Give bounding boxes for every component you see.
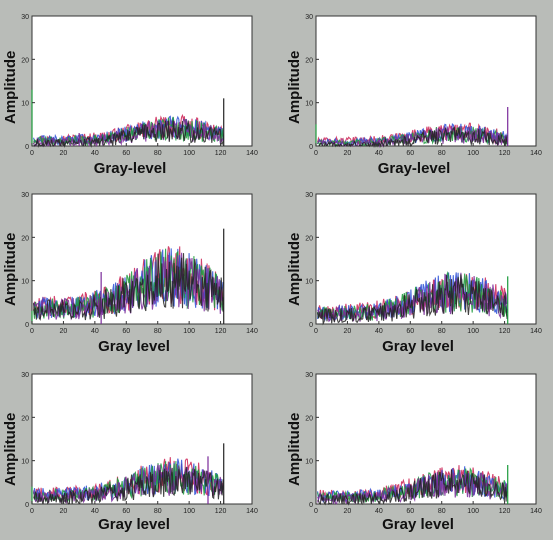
chart-svg: 0 20 40 60 80 100 120 140 0 10 20 30 [21,14,258,157]
histogram-panel-6: Amplitude Gray level 0 20 40 60 80 100 120 140 0… [284,362,550,534]
y-tick-label: 30 [305,14,313,21]
x-axis-label: Gray level [98,338,170,355]
plot-area [315,15,537,147]
y-tick-label: 10 [21,101,29,108]
y-tick-label: 30 [305,372,313,379]
y-tick-label: 0 [25,322,29,329]
y-tick-label: 20 [21,415,29,422]
x-tick-label: 100 [467,508,479,515]
x-tick-label: 0 [314,328,318,335]
chart-svg: 0 20 40 60 80 100 120 140 0 10 20 30 [305,372,542,515]
x-tick-label: 40 [91,508,99,515]
x-tick-label: 80 [154,150,162,157]
y-tick-label: 10 [21,279,29,286]
x-tick-label: 60 [122,508,130,515]
x-tick-label: 140 [246,150,258,157]
x-axis-label: Gray-level [377,160,451,177]
x-tick-label: 100 [467,328,479,335]
x-tick-label: 40 [91,150,99,157]
x-tick-label: 140 [246,508,258,515]
y-tick-label: 10 [305,101,313,108]
x-tick-label: 100 [467,150,479,157]
y-tick-label: 30 [305,192,313,199]
y-tick-label: 20 [305,415,313,422]
y-tick-label: 0 [309,502,313,509]
x-tick-label: 100 [183,328,195,335]
series-line-5 [317,126,508,149]
x-tick-label: 120 [499,328,511,335]
y-tick-label: 10 [305,459,313,466]
y-tick-label: 20 [305,57,313,64]
x-tick-label: 60 [406,508,414,515]
y-tick-label: 0 [309,322,313,329]
x-tick-label: 80 [438,508,446,515]
chart-svg: 0 20 40 60 80 100 120 140 0 10 20 30 [305,192,542,335]
x-tick-label: 140 [530,508,542,515]
x-tick-label: 20 [344,508,352,515]
x-tick-label: 100 [183,150,195,157]
histogram-panel-5: Amplitude Gray level 0 20 40 60 80 100 120 140 0… [0,362,266,534]
x-tick-label: 0 [30,150,34,157]
y-tick-label: 20 [21,235,29,242]
x-tick-label: 140 [530,328,542,335]
series-line-5 [33,466,224,505]
x-tick-label: 60 [122,150,130,157]
y-tick-label: 10 [305,279,313,286]
histogram-panel-2: Amplitude Gray-level 0 20 40 60 80 100 120 140 0… [284,4,550,177]
x-tick-label: 140 [530,150,542,157]
series-line-5 [317,274,508,326]
x-axis-label: Gray-level [93,160,167,177]
y-tick-label: 10 [21,459,29,466]
x-tick-label: 140 [246,328,258,335]
series-line-5 [33,253,224,321]
x-axis-label: Gray level [382,516,454,533]
x-tick-label: 120 [215,150,227,157]
histogram-panel-3: Amplitude Gray level 0 20 40 60 80 100 120 140 0… [0,182,266,355]
x-tick-label: 40 [91,328,99,335]
x-tick-label: 60 [406,150,414,157]
x-tick-label: 0 [314,150,318,157]
chart-svg: 0 20 40 60 80 100 120 140 0 10 20 30 [21,192,258,335]
x-tick-label: 40 [375,508,383,515]
x-tick-label: 80 [438,150,446,157]
x-tick-label: 80 [154,508,162,515]
x-tick-label: 80 [438,328,446,335]
y-tick-label: 30 [21,372,29,379]
x-axis-label: Gray level [382,338,454,355]
x-axis-label: Gray level [98,516,170,533]
histogram-panel-4: Amplitude Gray level 0 20 40 60 80 100 120 140 0… [284,182,550,355]
x-tick-label: 0 [30,328,34,335]
series-line-5 [317,469,508,506]
x-tick-label: 20 [344,150,352,157]
x-tick-label: 120 [499,150,511,157]
y-tick-label: 20 [21,57,29,64]
series-line-4 [33,252,224,321]
x-tick-label: 40 [375,328,383,335]
x-tick-label: 120 [499,508,511,515]
x-tick-label: 20 [344,328,352,335]
chart-svg: 0 20 40 60 80 100 120 140 0 10 20 30 [21,372,258,515]
x-tick-label: 20 [60,328,68,335]
x-tick-label: 20 [60,150,68,157]
x-tick-label: 0 [314,508,318,515]
x-tick-label: 60 [122,328,130,335]
y-tick-label: 0 [25,502,29,509]
histogram-panel-1: Amplitude Gray-level 0 20 40 60 80 100 120 140 0… [0,4,266,177]
y-tick-label: 20 [305,235,313,242]
y-tick-label: 0 [25,144,29,151]
x-tick-label: 120 [215,508,227,515]
x-tick-label: 120 [215,328,227,335]
x-tick-label: 0 [30,508,34,515]
x-tick-label: 80 [154,328,162,335]
y-tick-label: 0 [309,144,313,151]
y-tick-label: 30 [21,14,29,21]
series-line-5 [33,120,224,149]
x-tick-label: 20 [60,508,68,515]
chart-svg: 0 20 40 60 80 100 120 140 0 10 20 30 [305,14,542,157]
y-tick-label: 30 [21,192,29,199]
x-tick-label: 60 [406,328,414,335]
x-tick-label: 40 [375,150,383,157]
x-tick-label: 100 [183,508,195,515]
